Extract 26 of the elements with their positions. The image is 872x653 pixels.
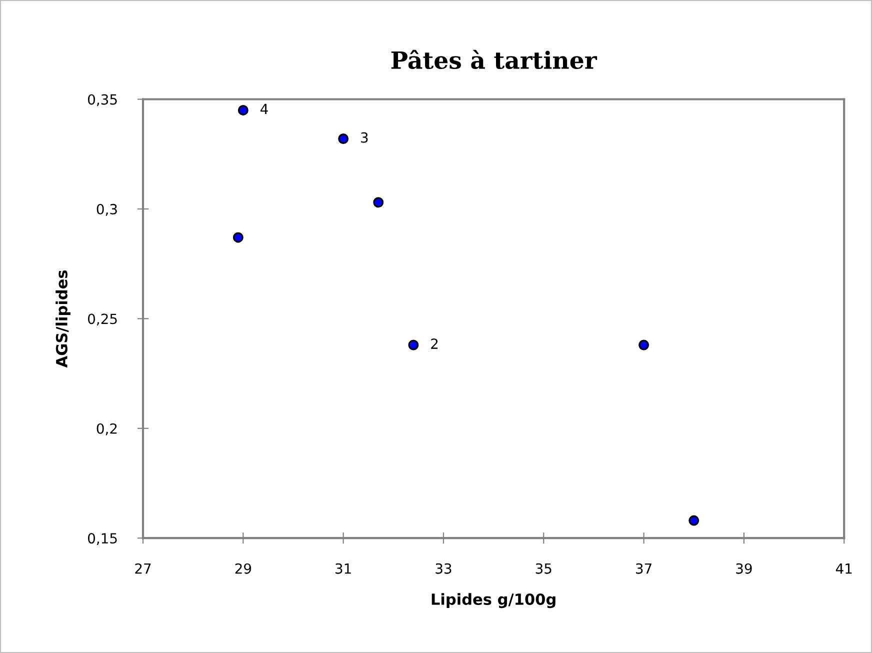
point <box>338 134 349 144</box>
x-tick-label: 39 <box>736 563 752 574</box>
y-tick-label: 0,2 <box>96 423 117 436</box>
y-axis-title: AGS/lipides <box>56 270 70 368</box>
x-tick-label: 31 <box>336 563 351 574</box>
y-tick-label: 0,25 <box>88 314 117 326</box>
point <box>638 340 650 350</box>
x-axis-title: Lipides g/100g <box>432 593 556 608</box>
x-tick-label: 27 <box>135 563 151 574</box>
x-tick-label: 37 <box>636 563 652 574</box>
x-tick-label: 33 <box>436 563 452 574</box>
annotation: 4 <box>260 104 268 114</box>
x-tick-label: 35 <box>536 563 552 574</box>
y-tick-label: 0,35 <box>88 94 117 106</box>
x-tick-label: 41 <box>836 564 852 574</box>
x-tick-label: 29 <box>235 563 252 574</box>
point <box>238 105 248 116</box>
point <box>373 197 384 208</box>
annotation: 3 <box>361 132 368 143</box>
annotation: 2 <box>431 338 438 349</box>
point <box>688 515 700 526</box>
point <box>232 232 244 243</box>
chart-title: Pâtes à tartiner <box>391 50 598 70</box>
point <box>408 340 419 350</box>
y-tick-label: 0,3 <box>96 204 117 216</box>
y-tick-label: 0,15 <box>88 533 117 545</box>
